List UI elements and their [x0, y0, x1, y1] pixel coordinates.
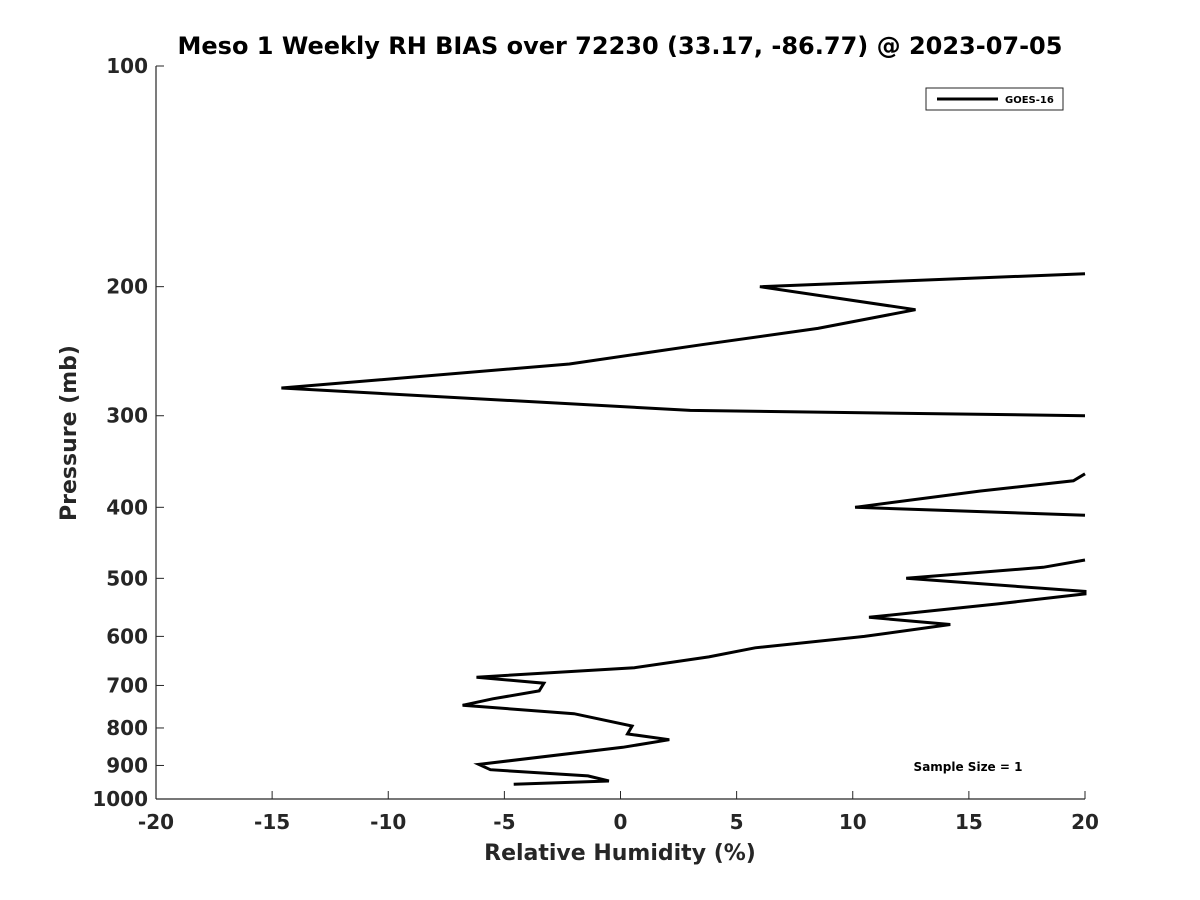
y-tick-label: 200 — [106, 275, 148, 299]
y-ticks: 100 200 300 400 500 600 700 800 900 1000 — [92, 54, 164, 811]
x-axis-label: Relative Humidity (%) — [484, 841, 756, 866]
y-tick-label: 300 — [106, 404, 148, 428]
x-tick-label: 20 — [1071, 810, 1099, 834]
sample-size-annotation: Sample Size = 1 — [914, 760, 1023, 774]
legend: GOES-16 — [925, 87, 1064, 111]
x-tick-label: -10 — [370, 810, 406, 834]
x-tick-label: -15 — [254, 810, 290, 834]
x-tick-label: 15 — [955, 810, 983, 834]
legend-label-goes16: GOES-16 — [1005, 95, 1054, 106]
x-tick-label: -5 — [493, 810, 515, 834]
x-tick-label: 10 — [839, 810, 867, 834]
series-line-goes16-segment-2 — [462, 558, 1087, 786]
y-tick-label: 100 — [106, 54, 148, 78]
y-tick-label: 1000 — [92, 787, 148, 811]
y-tick-label: 400 — [106, 495, 148, 519]
series-group — [281, 272, 1087, 786]
series-line-goes16-segment-1 — [854, 472, 1086, 517]
x-tick-label: 5 — [730, 810, 744, 834]
y-tick-label: 600 — [106, 624, 148, 648]
y-tick-label: 900 — [106, 753, 148, 777]
series-line-goes16-segment-0 — [281, 272, 1086, 418]
y-axis-label: Pressure (mb) — [57, 345, 82, 521]
x-ticks: -20 -15 -10 -5 0 5 10 15 20 — [138, 791, 1099, 834]
x-tick-label: -20 — [138, 810, 174, 834]
y-tick-label: 700 — [106, 673, 148, 697]
y-tick-label: 500 — [106, 566, 148, 590]
y-tick-label: 800 — [106, 716, 148, 740]
chart-title: Meso 1 Weekly RH BIAS over 72230 (33.17,… — [178, 32, 1063, 60]
x-tick-label: 0 — [614, 810, 628, 834]
